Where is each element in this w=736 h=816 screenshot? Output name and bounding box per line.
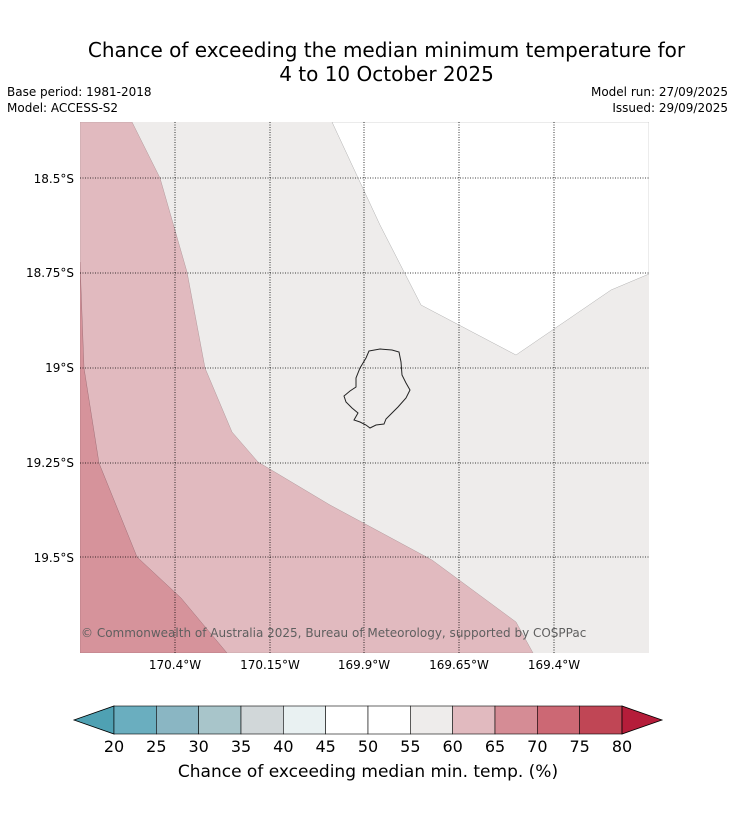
lat-label-18-5: 18.5°S: [33, 172, 74, 186]
colorbar-segment: [367, 705, 411, 735]
lon-label-169-4: 169.4°W: [527, 658, 581, 672]
colorbar-tick-label: 50: [357, 737, 379, 756]
colorbar-tick-label: 35: [230, 737, 252, 756]
lat-label-19-5: 19.5°S: [33, 551, 74, 565]
lat-label-19: 19°S: [45, 361, 74, 375]
colorbar-tick-label: 65: [484, 737, 506, 756]
colorbar-tick-label: 75: [569, 737, 590, 756]
chart-title: Chance of exceeding the median minimum t…: [0, 38, 736, 86]
colorbar-tick-label: 30: [188, 737, 209, 756]
issued-date: Issued: 29/09/2025: [612, 101, 728, 115]
base-period: Base period: 1981-2018: [7, 85, 152, 99]
meta-right: Model run: 27/09/2025 Issued: 29/09/2025: [591, 84, 728, 116]
colorbar-low-arrow: [72, 705, 115, 735]
colorbar-segment: [325, 705, 369, 735]
colorbar-tick-label: 60: [442, 737, 463, 756]
colorbar-segment: [410, 705, 453, 735]
model-run: Model run: 27/09/2025: [590, 85, 728, 99]
graticule: [80, 122, 649, 653]
colorbar-title: Chance of exceeding median min. temp. (%…: [177, 762, 559, 782]
colorbar-tick-label: 70: [527, 737, 548, 756]
lon-label-169-65: 169.65°W: [429, 658, 489, 672]
colorbar-tick-label: 55: [400, 737, 421, 756]
lon-label-170-15: 170.15°W: [240, 658, 300, 672]
colorbar-tick-label: 45: [315, 737, 336, 756]
lat-label-19-25: 19.25°S: [26, 456, 74, 470]
lon-label-170-4: 170.4°W: [148, 658, 202, 672]
colorbar-segment: [452, 705, 496, 735]
map-plot-area: [80, 122, 649, 653]
colorbar-tick-label: 80: [611, 737, 633, 756]
colorbar-tick-label: 20: [103, 737, 125, 756]
region-below-55: [331, 122, 649, 356]
title-line-2: 4 to 10 October 2025: [279, 62, 494, 86]
model-name: Model: ACCESS-S2: [7, 101, 119, 115]
colorbar-segment: [494, 705, 538, 735]
colorbar-segment: [156, 705, 199, 735]
colorbar-tick-label: 25: [146, 737, 167, 756]
colorbar-segment: [113, 705, 157, 735]
colorbar-segment: [283, 705, 326, 735]
colorbar-segment: [240, 705, 284, 735]
region-above-70: [80, 261, 228, 653]
copyright-notice: © Commonwealth of Australia 2025, Bureau…: [81, 626, 587, 640]
colorbar-tick-label: 40: [273, 737, 294, 756]
colorbar: [72, 705, 664, 735]
lat-label-18-75: 18.75°S: [26, 266, 74, 280]
colorbar-segment: [579, 705, 623, 735]
lon-label-169-9: 169.9°W: [337, 658, 391, 672]
colorbar-segment: [537, 705, 580, 735]
colorbar-high-arrow: [621, 705, 664, 735]
meta-left: Base period: 1981-2018 Model: ACCESS-S2: [7, 84, 152, 116]
island-outline: [343, 348, 411, 429]
title-line-1: Chance of exceeding the median minimum t…: [87, 38, 686, 62]
colorbar-segment: [198, 705, 242, 735]
